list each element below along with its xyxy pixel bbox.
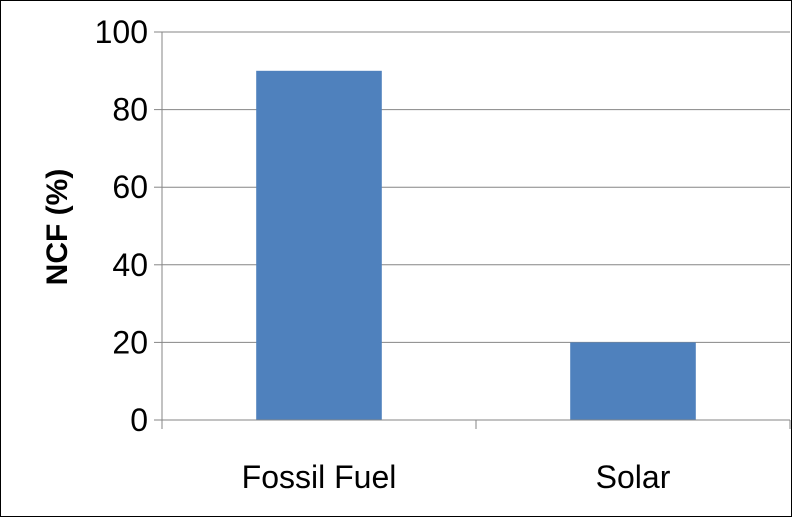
bars <box>256 70 696 421</box>
y-tick-label: 60 <box>112 169 148 205</box>
y-tick-label: 40 <box>112 247 148 283</box>
x-tick-label: Solar <box>596 459 671 495</box>
y-tick-label: 80 <box>112 92 148 128</box>
y-tick-labels: 0 20 40 60 80 100 <box>95 14 148 438</box>
y-tick-label: 100 <box>95 14 148 50</box>
x-tick-label: Fossil Fuel <box>242 459 397 495</box>
x-tick-labels: Fossil Fuel Solar <box>242 459 671 495</box>
bar-fossil-fuel <box>256 70 382 421</box>
y-axis-title: NCF (%) <box>41 169 74 286</box>
bar-solar <box>570 342 696 420</box>
y-tick-label: 0 <box>130 402 148 438</box>
y-tick-label: 20 <box>112 324 148 360</box>
axes <box>154 31 791 429</box>
